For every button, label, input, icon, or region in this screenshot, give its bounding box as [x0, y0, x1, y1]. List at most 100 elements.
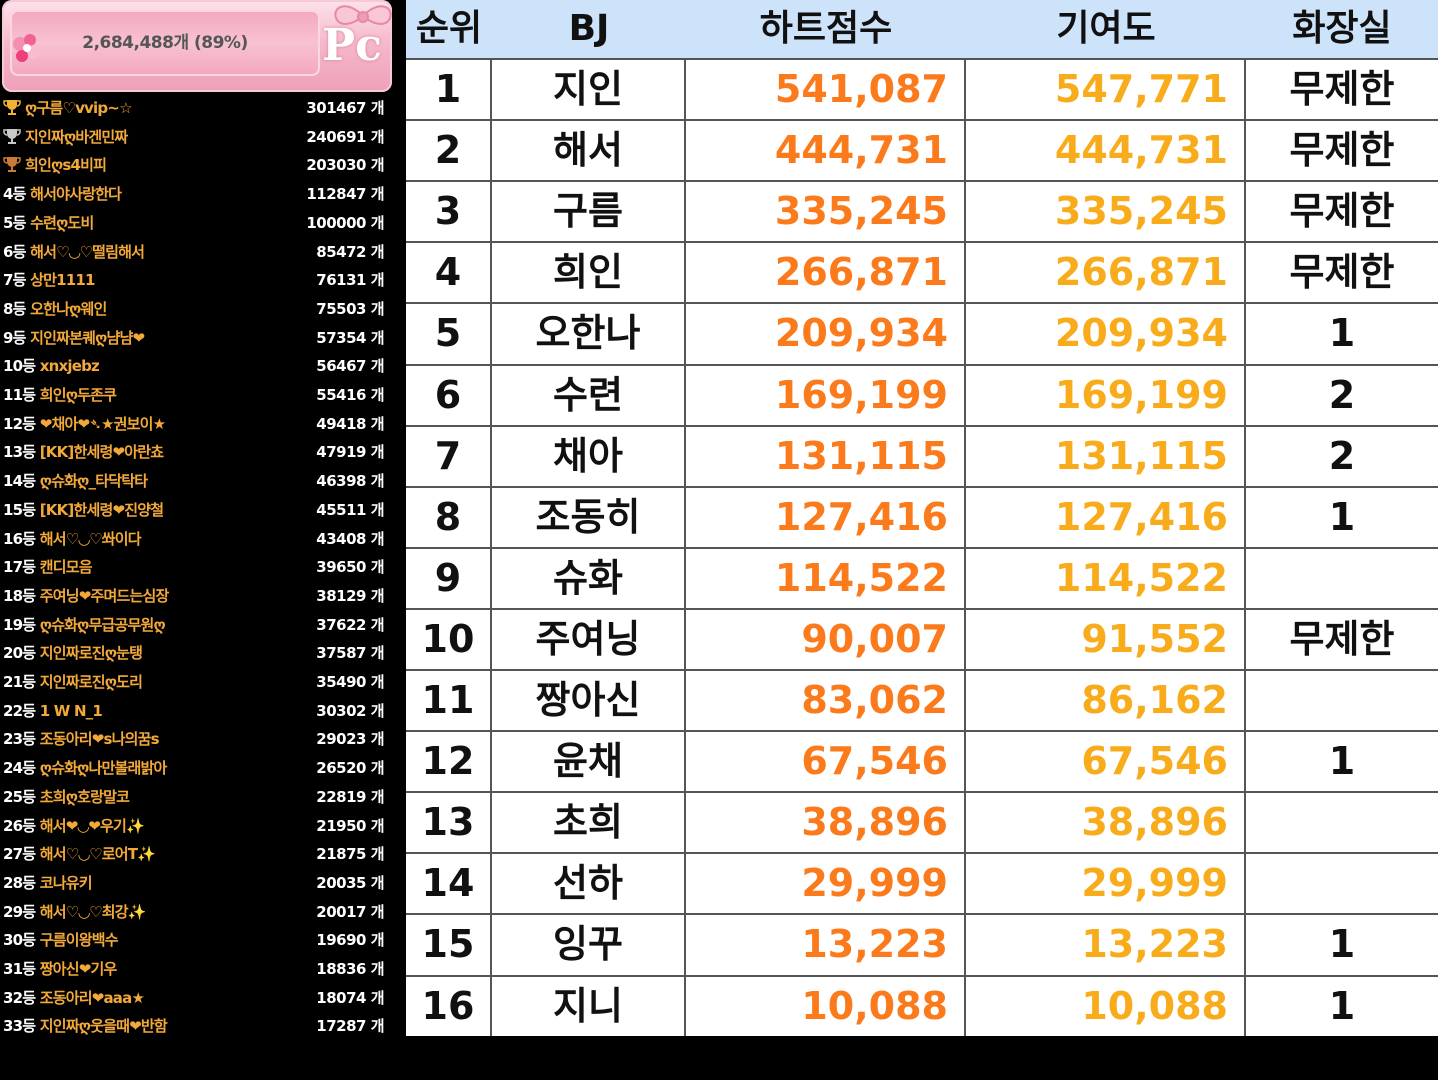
bj-score-table: 순위 BJ 하트점수 기여도 화장실 1 지인 541,087 547,771 무제한 2… [406, 0, 1438, 1036]
ranking-place: 27등 [3, 845, 36, 864]
heart-score-cell: 541,087 [774, 67, 948, 111]
donation-count: 57354 개 [316, 328, 384, 347]
donor-name: [KK]한세령❤진양철 [39, 500, 164, 519]
trophy-icon [3, 100, 21, 115]
donation-count: 38129 개 [316, 586, 384, 605]
ranking-label: 10등 xnxjebz [3, 352, 100, 380]
toilet-cell: 무제한 [1289, 128, 1395, 173]
table-row: 7 채아 131,115 131,115 2 [406, 424, 1438, 486]
donation-count: 22819 개 [316, 787, 384, 806]
donor-name: 조동아리❤s나의꿈s [39, 730, 160, 749]
bj-name-cell: 잉꾸 [553, 922, 623, 967]
donation-count: 29023 개 [316, 730, 384, 749]
donation-count: 76131 개 [316, 271, 384, 290]
ranking-label: 13등 [KK]한세령❤아란쵸 [3, 438, 164, 466]
ranking-row: 7등 상만1111 76131 개 [0, 266, 392, 294]
rank-cell: 11 [421, 678, 475, 722]
ranking-place: 31등 [3, 960, 36, 978]
donation-count: 30302 개 [316, 701, 384, 720]
donor-name: 주여닝❤주며드는심장 [39, 586, 170, 605]
toilet-cell: 무제한 [1289, 616, 1395, 661]
donor-name: 해서야사랑한다 [30, 185, 122, 204]
header-toilet: 화장실 [1292, 8, 1392, 49]
ranking-row: 12등 ❤채아❤➴★권보이★ 49418 개 [0, 410, 392, 438]
ranking-row: 20등 지인짜로진ღ눈탱 37587 개 [0, 639, 392, 667]
ranking-row: 23등 조동아리❤s나의꿈s 29023 개 [0, 725, 392, 753]
ranking-label: 희인ღs4비피 [3, 151, 107, 179]
bj-name-cell: 구름 [553, 189, 623, 234]
ranking-row: 10등 xnxjebz 56467 개 [0, 352, 392, 380]
rank-cell: 10 [421, 616, 475, 661]
ranking-place: 20등 [3, 644, 36, 663]
ranking-place: 5등 [3, 213, 26, 232]
toilet-cell: 무제한 [1289, 67, 1395, 111]
table-row: 12 윤채 67,546 67,546 1 [406, 730, 1438, 791]
header-rank: 순위 [415, 8, 483, 49]
ranking-label: 19등 ღ슈화ღ무급공무원ღ [3, 611, 166, 639]
heart-score-cell: 90,007 [801, 616, 948, 661]
ranking-place: 10등 [3, 357, 36, 376]
bj-name-cell: 윤채 [553, 739, 623, 784]
donation-count: 75503 개 [316, 299, 384, 318]
heart-score-cell: 38,896 [801, 800, 948, 845]
donor-name: 희인ღs4비피 [25, 156, 107, 175]
ranking-label: 21등 지인짜로진ღ도리 [3, 668, 143, 696]
toilet-cell: 1 [1328, 983, 1356, 1028]
donor-name: 지인짜본퀘ღ냠냠❤ [30, 328, 145, 347]
ranking-row: 32등 조동아리❤aaa★ 18074 개 [0, 984, 392, 1012]
ranking-label: 8등 오한나ღ웨인 [3, 295, 107, 323]
ranking-place: 33등 [3, 1017, 36, 1036]
donor-name: 1 W N_1 [39, 701, 103, 720]
donation-count: 20035 개 [316, 873, 384, 892]
donor-name: 조동아리❤aaa★ [39, 988, 145, 1007]
contribution-cell: 10,088 [1081, 983, 1228, 1028]
donation-count: 49418 개 [316, 414, 384, 433]
heart-score-cell: 209,934 [774, 311, 948, 356]
column-divider [684, 58, 686, 1036]
ranking-row: 26등 해서❤◡❤우기✨ 21950 개 [0, 812, 392, 840]
ranking-row: 28등 코나유키 20035 개 [0, 869, 392, 897]
ranking-row: 5등 수련ღ도비 100000 개 [0, 209, 392, 237]
contribution-cell: 335,245 [1054, 189, 1228, 234]
ranking-row: 6등 해서♡◡♡떨림해서 85472 개 [0, 238, 392, 266]
donor-name: 해서♡◡♡쏴이다 [39, 529, 142, 548]
donor-name: 지인짜로진ღ도리 [39, 673, 143, 691]
donation-count: 37587 개 [316, 644, 384, 663]
ranking-label: 31등 짱아신❤기우 [3, 955, 117, 983]
donor-name: 캔디모음 [39, 558, 93, 577]
rank-cell: 4 [434, 250, 462, 295]
ribbon-bow-icon [334, 5, 392, 25]
contribution-cell: 86,162 [1081, 678, 1228, 722]
ranking-row: 4등 해서야사랑한다 112847 개 [0, 180, 392, 208]
table-header: 순위 BJ 하트점수 기여도 화장실 [406, 0, 1438, 58]
donation-count: 21950 개 [316, 816, 384, 835]
ranking-row: 29등 해서♡◡♡최강✨ 20017 개 [0, 898, 392, 926]
ranking-label: 29등 해서♡◡♡최강✨ [3, 898, 146, 926]
flower-icon [13, 34, 41, 62]
contribution-cell: 209,934 [1054, 311, 1228, 356]
heart-score-cell: 444,731 [774, 128, 948, 173]
ranking-row: ღ구름♡vvip~☆ 301467 개 [0, 94, 392, 122]
table-row: 9 슈화 114,522 114,522 [406, 546, 1438, 608]
ranking-row: 11등 희인ღ두존쿠 55416 개 [0, 381, 392, 409]
rank-cell: 13 [421, 800, 475, 845]
table-row: 11 짱아신 83,062 86,162 [406, 669, 1438, 730]
donor-name: xnxjebz [39, 357, 100, 376]
donation-count: 20017 개 [316, 902, 384, 921]
ranking-label: 4등 해서야사랑한다 [3, 180, 122, 208]
ranking-place: 19등 [3, 615, 36, 634]
ranking-label: 28등 코나유키 [3, 869, 93, 897]
donor-name: 해서♡◡♡떨림해서 [30, 242, 145, 261]
contribution-cell: 547,771 [1054, 67, 1228, 111]
ranking-place: 11등 [3, 386, 36, 404]
toilet-cell: 무제한 [1289, 250, 1395, 295]
donor-name: 코나유키 [39, 873, 93, 892]
ranking-place: 29등 [3, 902, 36, 921]
rank-cell: 2 [434, 128, 462, 173]
ranking-place: 6등 [3, 242, 26, 261]
ranking-label: 26등 해서❤◡❤우기✨ [3, 812, 145, 840]
table-row: 8 조동히 127,416 127,416 1 [406, 485, 1438, 547]
rank-cell: 16 [421, 983, 475, 1028]
ranking-place: 8등 [3, 299, 26, 318]
ranking-row: 지인짜ღ바겐민짜 240691 개 [0, 123, 392, 151]
